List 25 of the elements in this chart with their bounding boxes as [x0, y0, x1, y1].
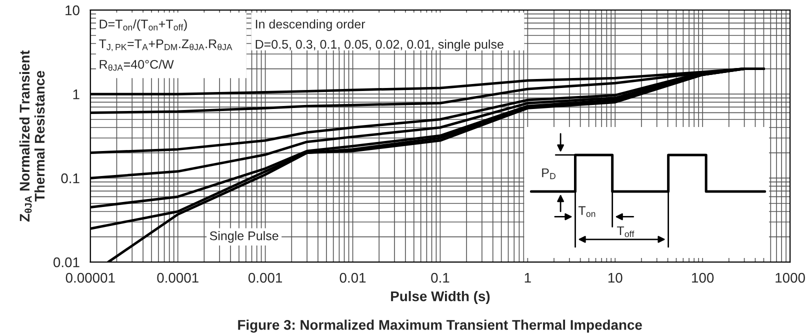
- annotation: T$_{on}$: [578, 206, 596, 217]
- annotation: P$_{D}$: [542, 168, 556, 180]
- y-tick-label: 0.01: [53, 257, 80, 268]
- x-tick-label: 1000: [776, 272, 805, 283]
- annotation: T$_{off}$: [616, 226, 634, 238]
- annotation: D=0.5, 0.3, 0.1, 0.05, 0.02, 0.01, single pulse: [256, 40, 504, 52]
- annotation: R$_{θJA}$=40°C/W: [100, 60, 174, 71]
- x-axis-title: Pulse Width (s): [391, 291, 490, 304]
- y-tick-label: 10: [66, 5, 80, 16]
- y-tick-label: 1: [73, 90, 80, 100]
- x-tick-label: 100: [692, 272, 714, 283]
- x-tick-label: 0.01: [340, 272, 366, 283]
- text: T$_{J,PK}$=T$_{A}$+P$_{DM}$.Z$_{θJA}$.R$_{θJA}$: [99, 39, 232, 52]
- annotation: In descending order: [256, 19, 366, 32]
- x-tick-label: 1: [524, 273, 531, 283]
- x-tick-label: 0.1: [431, 272, 450, 283]
- y-axis-title: Z$_{θJA}$ Normalized Transient Thermal Resistance: [19, 50, 45, 222]
- x-tick-label: 0.001: [248, 272, 282, 283]
- y-tick-label: 0.1: [61, 173, 80, 184]
- x-tick-label: 0.0001: [157, 272, 198, 283]
- annotation: D=T$_{on}$/(T$_{on}$+T$_{off}$): [100, 19, 187, 31]
- annotation: Single Pulse: [210, 231, 278, 243]
- text: Figure 3: Normalized Maximum Transient Thermal Impedance: [238, 320, 642, 333]
- x-tick-label: 0.00001: [66, 272, 115, 283]
- x-tick-label: 10: [608, 272, 622, 283]
